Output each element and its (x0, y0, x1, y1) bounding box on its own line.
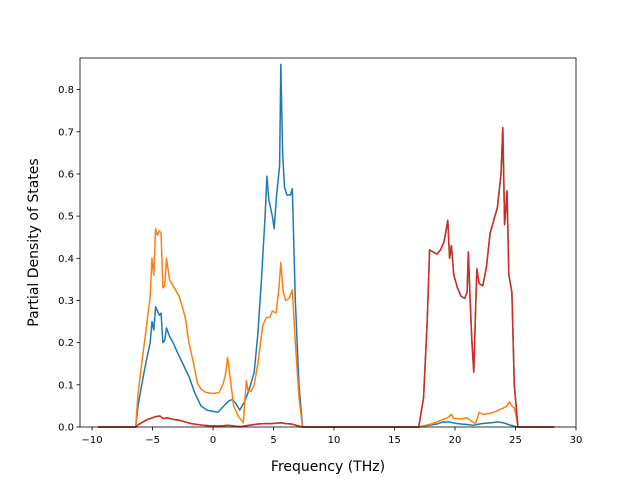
y-tick-label: 0.7 (58, 127, 74, 138)
x-tick-label: 10 (328, 435, 341, 446)
y-tick-label: 0.2 (58, 338, 74, 349)
y-tick-label: 0.8 (58, 85, 74, 96)
plot-area (79, 57, 577, 428)
y-tick-label: 0.1 (58, 380, 74, 391)
x-axis-ticks: −10 −5 0 5 10 15 20 25 30 (82, 427, 583, 446)
x-axis-label: Frequency (THz) (271, 459, 385, 475)
series-line-2 (98, 228, 555, 428)
x-tick-label: 25 (509, 435, 522, 446)
y-tick-label: 0.4 (58, 254, 74, 265)
series-line-1 (98, 63, 555, 428)
y-tick-label: 0.6 (58, 169, 74, 180)
x-tick-label: 30 (570, 435, 583, 446)
y-tick-label: 0.5 (58, 212, 74, 223)
y-tick-label: 0.3 (58, 296, 74, 307)
y-tick-label: 0.0 (58, 423, 74, 434)
x-tick-label: 15 (388, 435, 401, 446)
x-tick-label: −5 (145, 435, 160, 446)
y-axis-label: Partial Density of States (26, 158, 42, 326)
x-tick-label: −10 (82, 435, 103, 446)
x-tick-label: 20 (449, 435, 462, 446)
y-axis-ticks: 0.0 0.1 0.2 0.3 0.4 0.5 0.6 0.7 0.8 (58, 85, 80, 434)
series-line-4 (98, 126, 555, 428)
x-tick-label: 5 (270, 435, 276, 446)
plot-frame (79, 57, 577, 428)
x-tick-label: 0 (210, 435, 216, 446)
series-layer (98, 63, 555, 428)
